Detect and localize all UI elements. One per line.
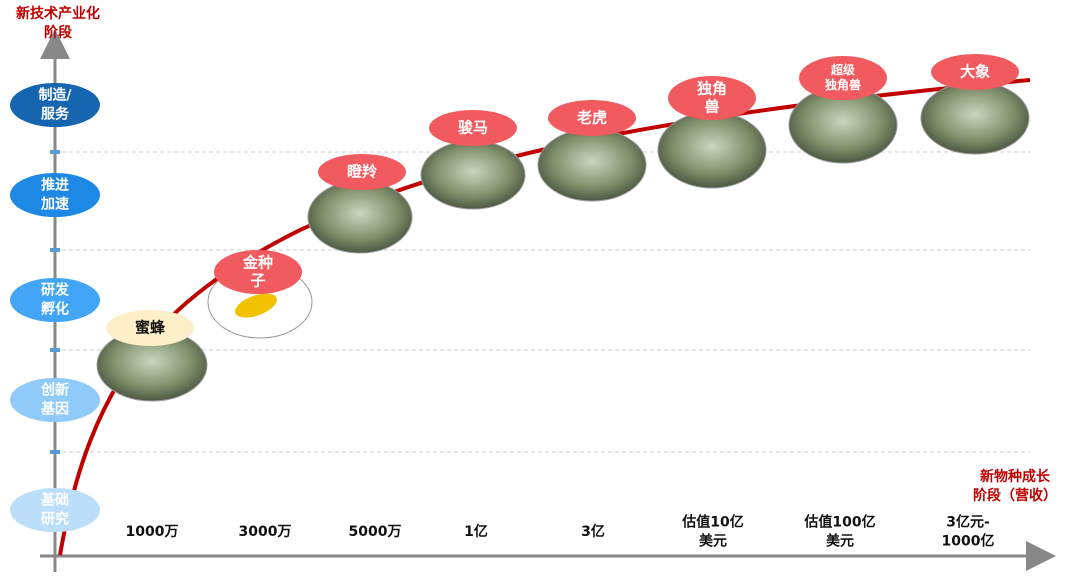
species-tag <box>668 76 756 120</box>
axis-tick <box>50 150 60 154</box>
x-axis-title: 新物种成长 <box>980 468 1051 485</box>
x-label: 1亿 <box>464 523 488 540</box>
species-label: 独角 <box>697 80 727 98</box>
grid <box>55 151 1030 453</box>
stage-label: 服务 <box>41 106 70 123</box>
species-tag <box>214 250 302 294</box>
stage-label: 制造/ <box>38 87 72 104</box>
species-label: 瞪羚 <box>347 163 377 181</box>
species-photo <box>537 128 647 202</box>
species-label: 大象 <box>960 63 990 81</box>
seed <box>235 293 277 318</box>
x-label: 估值10亿 <box>681 514 743 531</box>
x-label: 3000万 <box>239 524 292 540</box>
stage-label: 基因 <box>41 401 69 418</box>
axis-tick <box>50 248 60 252</box>
stage-label: 研究 <box>41 511 69 528</box>
x-label: 美元 <box>826 533 854 550</box>
species-tag <box>548 100 636 136</box>
species-tag <box>318 154 406 190</box>
species-label: 骏马 <box>458 119 488 137</box>
axis-tick <box>50 348 60 352</box>
x-label: 3亿 <box>581 523 605 540</box>
species-photo <box>657 111 767 189</box>
x-label: 1000万 <box>126 524 179 540</box>
x-axis-title: 阶段（营收） <box>973 487 1057 504</box>
species-tag <box>931 54 1019 90</box>
stage-label: 基础 <box>41 492 69 509</box>
y-axis-title: 阶段 <box>44 24 72 41</box>
species-photo <box>920 81 1030 155</box>
x-label: 3亿元- <box>946 514 990 531</box>
x-label: 估值100亿 <box>803 514 875 531</box>
stage-bubble <box>10 83 100 127</box>
stage-bubble <box>10 488 100 532</box>
species-label: 蜜蜂 <box>135 319 166 337</box>
species-label: 超级 <box>830 62 855 77</box>
species-label: 兽 <box>704 98 719 116</box>
x-label: 美元 <box>699 533 727 550</box>
stage-label: 加速 <box>40 196 69 213</box>
x-label: 1000亿 <box>942 533 995 550</box>
stage-label: 创新 <box>40 382 69 399</box>
stage-label: 孵化 <box>41 301 69 318</box>
species-label: 独角兽 <box>824 77 861 92</box>
species-label: 子 <box>250 272 265 290</box>
stage-label: 推进 <box>41 177 69 194</box>
species-tag <box>429 110 517 146</box>
x-label: 5000万 <box>349 524 402 540</box>
species-label: 金种 <box>242 254 273 272</box>
y-axis-title: 新技术产业化 <box>16 5 100 22</box>
species-tag <box>106 310 194 346</box>
stage-bubble <box>10 378 100 422</box>
species-photo <box>307 180 413 254</box>
species-label: 老虎 <box>576 109 607 127</box>
stage-bubble <box>10 278 100 322</box>
axis-tick <box>50 450 60 454</box>
stage-bubble <box>10 173 100 217</box>
species-photo <box>420 140 526 210</box>
species-tag <box>799 56 887 100</box>
stage-label: 研发 <box>41 282 70 299</box>
